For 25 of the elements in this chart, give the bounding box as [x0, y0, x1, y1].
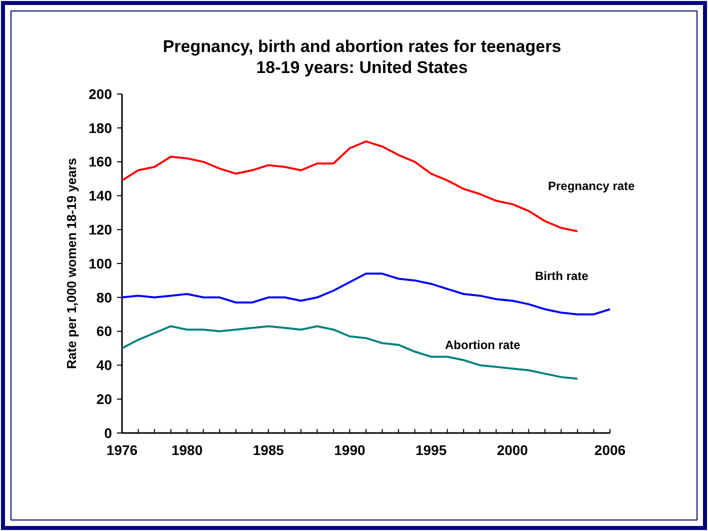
x-tick-label: 2006 [594, 442, 626, 458]
y-tick-label: 160 [88, 154, 112, 170]
y-tick-label: 40 [96, 357, 112, 374]
y-tick-label: 200 [88, 86, 112, 102]
x-tick-label: 1976 [106, 442, 138, 458]
chart-title: Pregnancy, birth and abortion rates for teenagers 18-19 years: United States [162, 37, 562, 77]
x-tick-label: 1995 [415, 442, 447, 458]
x-tick-label: 2000 [496, 442, 528, 458]
line-series [121, 272, 611, 316]
x-tick-label: 1990 [334, 442, 366, 458]
y-tick-label: 140 [88, 188, 112, 204]
x-tick-label: 1980 [171, 442, 203, 458]
y-tick-label: 120 [88, 222, 112, 238]
y-axis-title: Rate per 1,000 women 18-19 years [64, 158, 79, 370]
y-tick-label: 80 [96, 289, 112, 306]
y-tick-label: 180 [88, 120, 112, 136]
series-label: Birth rate [535, 269, 589, 283]
x-tick-label: 1985 [252, 442, 284, 458]
series-label: Abortion rate [445, 338, 521, 352]
line-series [121, 325, 578, 380]
y-tick-label: 20 [96, 391, 112, 407]
y-tick-label: 100 [88, 255, 112, 272]
y-tick-label: 0 [104, 424, 112, 441]
text: Pregnancy rate [548, 179, 636, 193]
y-tick-label: 60 [96, 323, 112, 340]
